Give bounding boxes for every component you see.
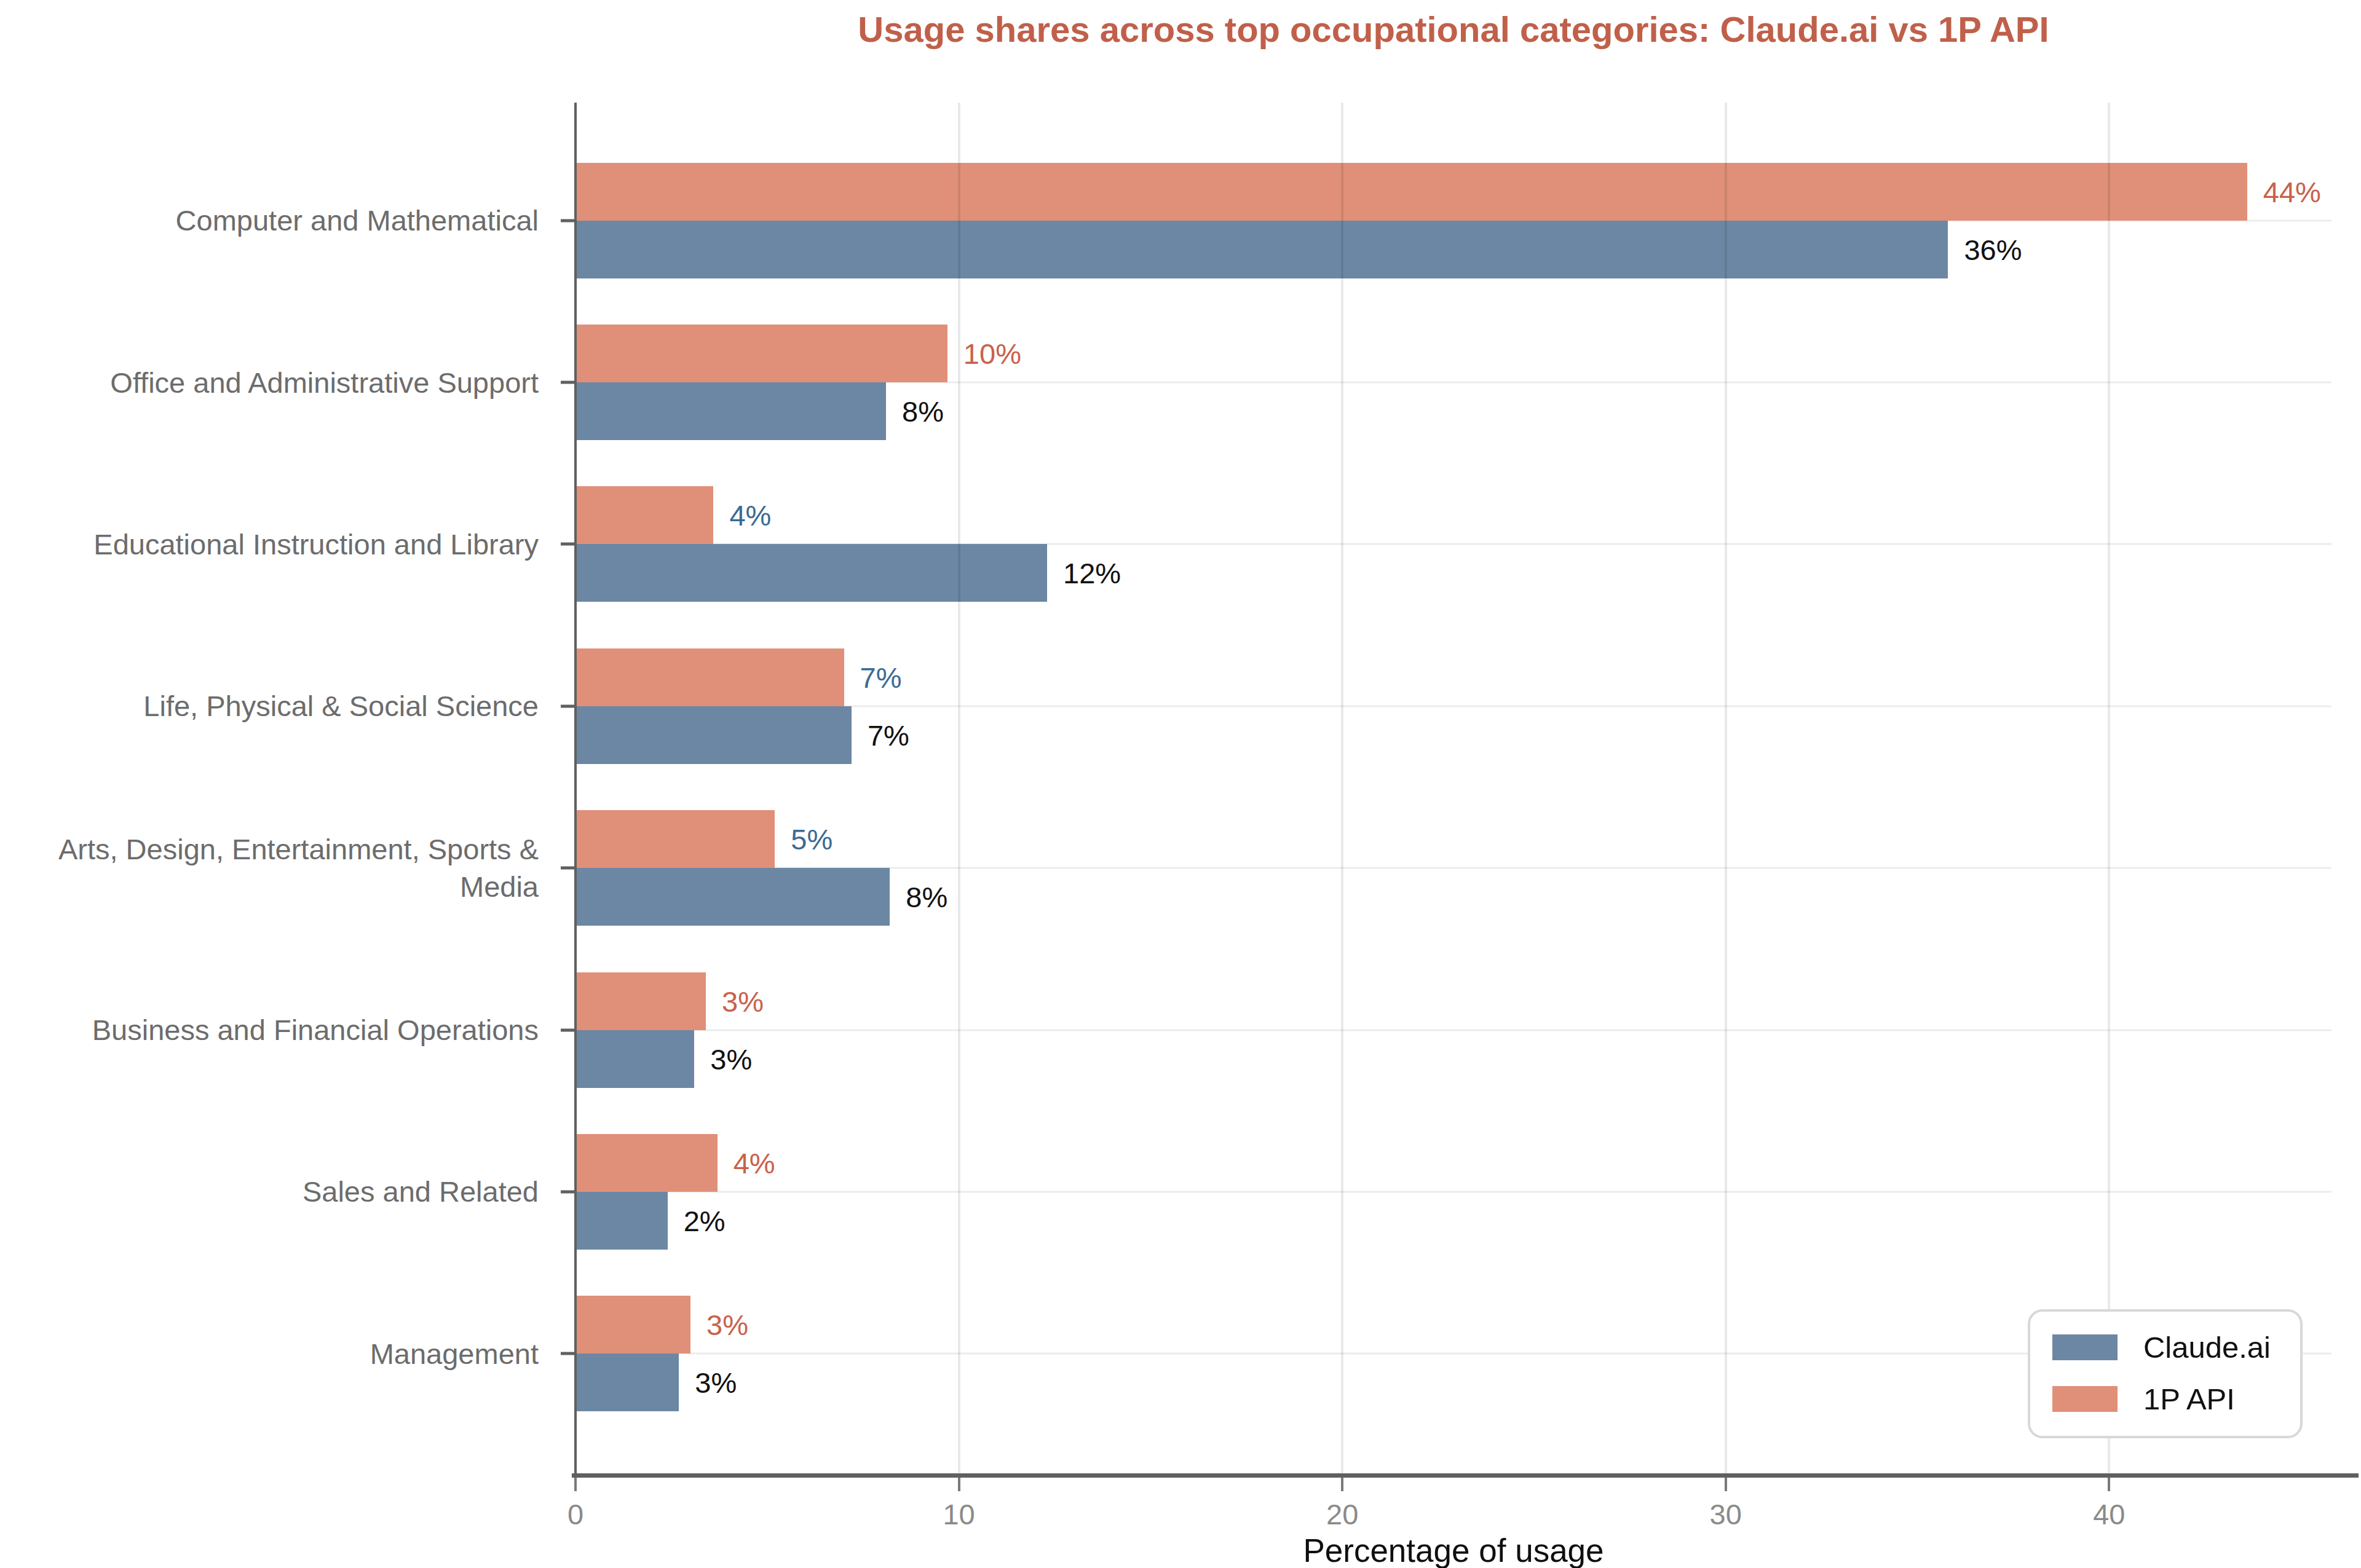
legend-swatch-claude-ai <box>2052 1334 2118 1360</box>
bar-claude-ai: 36% <box>575 221 1948 278</box>
legend-item-1p-api: 1P API <box>2052 1382 2271 1416</box>
category-label-cell: Management <box>0 1273 561 1435</box>
bar-1p-api: 44% <box>575 163 2247 221</box>
chart: Usage shares across top occupational cat… <box>0 0 2361 1568</box>
bar-1p-api: 4% <box>575 486 713 544</box>
bar-group: 4%12% <box>575 463 2331 625</box>
value-label-claude-ai: 8% <box>906 880 947 914</box>
y-tick <box>561 381 575 384</box>
x-axis-line <box>572 1473 2359 1478</box>
bar-group: 7%7% <box>575 625 2331 787</box>
bar-1p-api: 4% <box>575 1134 718 1192</box>
x-tick <box>574 1478 577 1491</box>
bar-claude-ai: 12% <box>575 544 1047 602</box>
value-label-claude-ai: 8% <box>902 395 944 428</box>
bar-claude-ai: 8% <box>575 868 890 926</box>
x-tick-label: 0 <box>568 1497 583 1531</box>
category-label: Management <box>370 1335 539 1373</box>
x-tick <box>1341 1478 1343 1491</box>
gridline-h <box>575 1191 2331 1192</box>
x-tick-label: 10 <box>943 1497 975 1531</box>
category-label-cell: Educational Instruction and Library <box>0 463 561 625</box>
x-tick <box>958 1478 960 1491</box>
category-label: Business and Financial Operations <box>92 1011 539 1049</box>
value-label-1p-api: 7% <box>860 660 902 694</box>
value-label-1p-api: 5% <box>791 822 832 856</box>
plot-rows: 44%36%10%8%4%12%7%7%5%8%3%3%4%2%3%3% <box>575 103 2331 1475</box>
x-tick <box>2108 1478 2110 1491</box>
bar-group: 5%8% <box>575 787 2331 949</box>
value-label-claude-ai: 7% <box>868 718 909 752</box>
bar-1p-api: 5% <box>575 810 775 868</box>
y-tick <box>561 543 575 546</box>
y-tick <box>561 1190 575 1193</box>
chart-title: Usage shares across top occupational cat… <box>575 9 2331 50</box>
bar-1p-api: 10% <box>575 325 947 382</box>
y-tick <box>561 1028 575 1031</box>
value-label-1p-api: 3% <box>722 984 764 1018</box>
plot-area: 44%36%10%8%4%12%7%7%5%8%3%3%4%2%3%3% <box>575 103 2331 1475</box>
value-label-1p-api: 4% <box>729 498 771 532</box>
category-label: Educational Instruction and Library <box>93 526 539 563</box>
x-tick <box>1725 1478 1727 1491</box>
category-axis: Computer and Mathematical Office and Admi… <box>0 103 561 1475</box>
y-tick <box>561 867 575 870</box>
bar-claude-ai: 8% <box>575 382 886 440</box>
bar-claude-ai: 3% <box>575 1353 679 1411</box>
category-label-cell: Life, Physical & Social Science <box>0 625 561 787</box>
category-label-cell: Business and Financial Operations <box>0 949 561 1111</box>
x-axis-title: Percentage of usage <box>575 1532 2331 1568</box>
value-label-1p-api: 3% <box>706 1308 748 1342</box>
gridline-h <box>575 1029 2331 1031</box>
x-tick-label: 20 <box>1326 1497 1358 1531</box>
bar-group: 10%8% <box>575 301 2331 463</box>
category-label-cell: Office and Administrative Support <box>0 301 561 463</box>
category-label: Sales and Related <box>303 1173 539 1210</box>
bar-claude-ai: 2% <box>575 1192 668 1250</box>
bar-claude-ai: 7% <box>575 706 852 764</box>
bar-claude-ai: 3% <box>575 1030 694 1088</box>
value-label-1p-api: 4% <box>734 1146 775 1180</box>
x-tick-label: 40 <box>2093 1497 2125 1531</box>
category-label-cell: Computer and Mathematical <box>0 140 561 301</box>
value-label-claude-ai: 3% <box>695 1366 737 1400</box>
bar-1p-api: 7% <box>575 648 844 706</box>
value-label-1p-api: 44% <box>2263 175 2321 208</box>
category-label-cell: Sales and Related <box>0 1111 561 1272</box>
value-label-1p-api: 10% <box>963 337 1021 371</box>
legend-item-claude-ai: Claude.ai <box>2052 1330 2271 1365</box>
bar-group: 4%2% <box>575 1111 2331 1272</box>
bar-1p-api: 3% <box>575 972 706 1030</box>
bar-1p-api: 3% <box>575 1296 690 1353</box>
value-label-claude-ai: 3% <box>710 1042 752 1076</box>
category-label-cell: Arts, Design, Entertainment, Sports & Me… <box>0 787 561 949</box>
legend-label-1p-api: 1P API <box>2143 1382 2235 1416</box>
category-label: Office and Administrative Support <box>110 364 539 401</box>
legend: Claude.ai 1P API <box>2028 1309 2303 1438</box>
value-label-claude-ai: 36% <box>1964 232 2022 266</box>
legend-swatch-1p-api <box>2052 1386 2118 1412</box>
y-tick <box>561 219 575 222</box>
y-tick <box>561 704 575 707</box>
legend-label-claude-ai: Claude.ai <box>2143 1330 2271 1365</box>
category-label: Computer and Mathematical <box>176 202 539 239</box>
category-label: Arts, Design, Entertainment, Sports & Me… <box>10 830 539 905</box>
y-tick <box>561 1352 575 1355</box>
value-label-claude-ai: 12% <box>1063 556 1121 590</box>
y-axis-line <box>574 103 577 1475</box>
x-tick-label: 30 <box>1710 1497 1742 1531</box>
value-label-claude-ai: 2% <box>684 1204 726 1237</box>
bar-group: 3%3% <box>575 949 2331 1111</box>
category-label: Life, Physical & Social Science <box>143 687 539 725</box>
bar-group: 44%36% <box>575 140 2331 301</box>
